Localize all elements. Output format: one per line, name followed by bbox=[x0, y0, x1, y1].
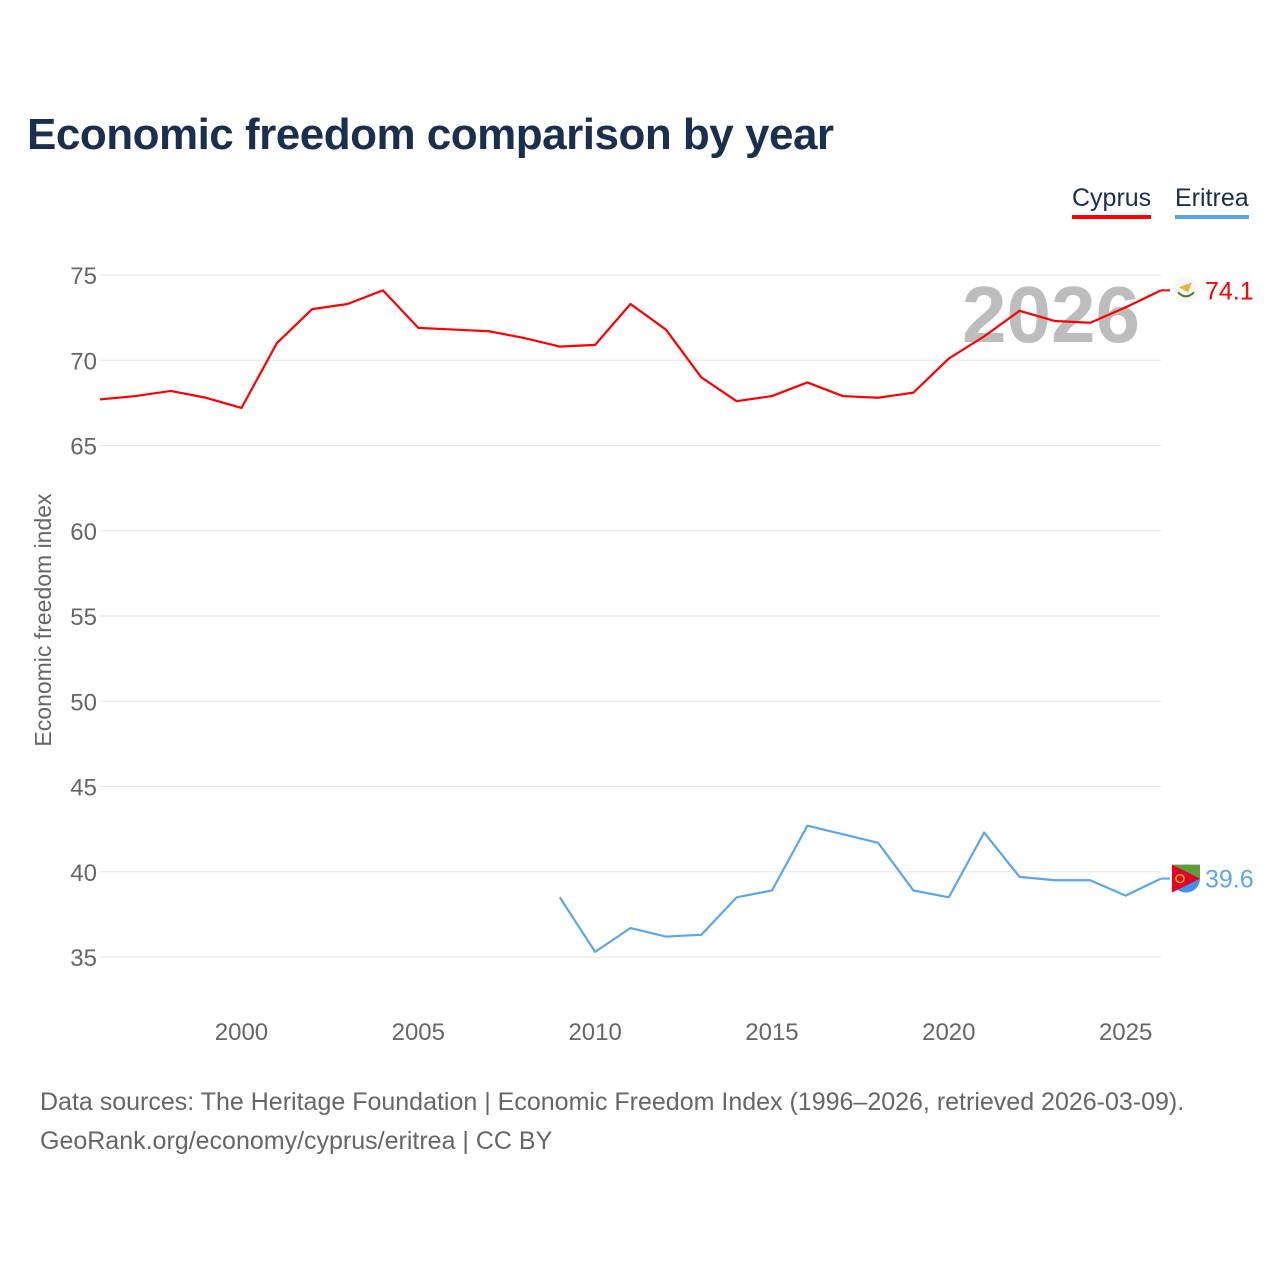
y-tick-label: 35 bbox=[70, 945, 97, 972]
eritrea-flag-emblem bbox=[1175, 873, 1185, 884]
source-link[interactable]: GeoRank.org/economy/cyprus/eritrea | CC … bbox=[40, 1127, 553, 1155]
x-tick-label: 2020 bbox=[922, 1019, 975, 1046]
chart-title: Economic freedom comparison by year bbox=[27, 110, 834, 159]
year-watermark: 2026 bbox=[962, 270, 1140, 359]
end-value-label: 39.6 bbox=[1205, 866, 1254, 894]
y-tick-label: 75 bbox=[70, 263, 97, 290]
y-tick-label: 60 bbox=[70, 519, 97, 546]
data-source: Data sources: The Heritage Foundation | … bbox=[40, 1088, 1185, 1116]
cyprus-flag-map bbox=[1179, 282, 1192, 293]
x-tick-label: 2010 bbox=[568, 1019, 621, 1046]
legend-eritrea[interactable]: Eritrea bbox=[1175, 184, 1249, 219]
series-line-eritrea bbox=[558, 824, 1162, 953]
y-tick-label: 45 bbox=[70, 775, 97, 802]
y-tick-label: 65 bbox=[70, 434, 97, 461]
x-tick-label: 2025 bbox=[1099, 1019, 1152, 1046]
y-tick-label: 70 bbox=[70, 348, 97, 375]
legend-cyprus[interactable]: Cyprus bbox=[1072, 184, 1152, 219]
x-tick-label: 2005 bbox=[392, 1019, 445, 1046]
y-tick-label: 50 bbox=[70, 689, 97, 716]
x-tick-label: 2015 bbox=[745, 1019, 798, 1046]
end-value-label: 74.1 bbox=[1205, 277, 1254, 305]
x-tick-label: 2000 bbox=[215, 1019, 268, 1046]
y-axis-label: Economic freedom index bbox=[30, 493, 56, 747]
y-tick-label: 40 bbox=[70, 860, 97, 887]
y-tick-label: 55 bbox=[70, 604, 97, 631]
cyprus-flag-branches bbox=[1177, 291, 1195, 298]
series-line-cyprus bbox=[99, 289, 1162, 410]
eritrea-flag-red bbox=[1172, 864, 1200, 893]
